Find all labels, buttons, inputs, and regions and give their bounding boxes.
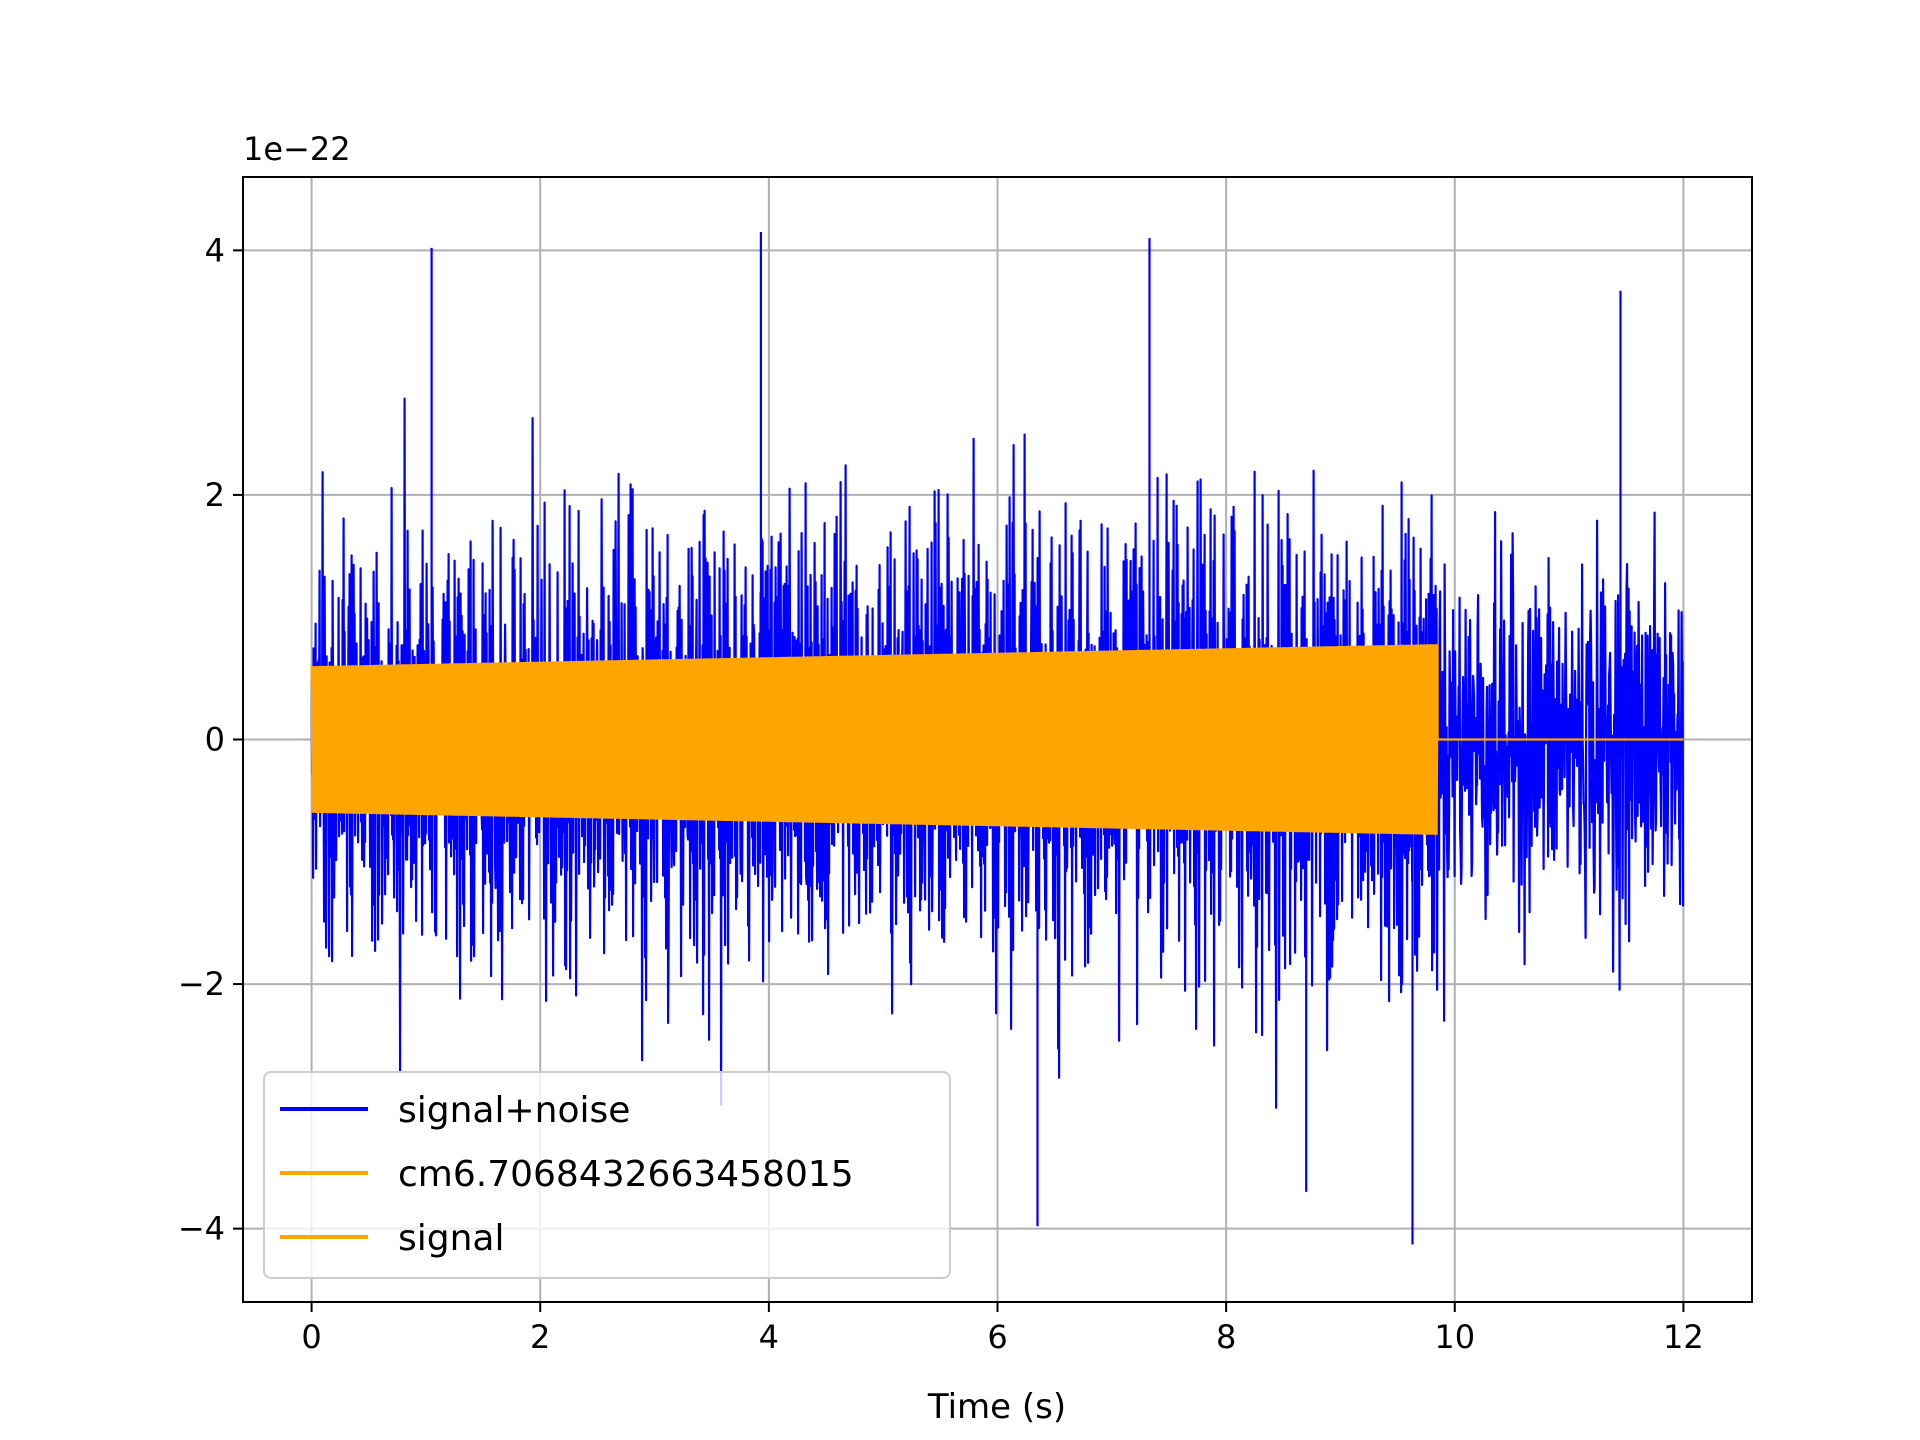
legend-box — [263, 1071, 951, 1279]
legend-label-signal: signal — [398, 1218, 505, 1259]
y-tick-label: −2 — [178, 965, 225, 1003]
y-tick-label: 0 — [205, 721, 225, 759]
x-axis-label: Time (s) — [927, 1387, 1066, 1427]
y-tick-label: −4 — [178, 1210, 225, 1248]
series-signal-line — [310, 644, 1684, 835]
x-tick-label: 10 — [1434, 1318, 1475, 1356]
axis-ticks: 0 2 4 6 8 10 12 −4 −2 0 2 4 — [178, 231, 1704, 1356]
x-tick-label: 12 — [1663, 1318, 1704, 1356]
x-tick-label: 2 — [530, 1318, 550, 1356]
y-tick-label: 2 — [205, 476, 225, 514]
y-offset-label: 1e−22 — [243, 130, 351, 168]
x-tick-label: 0 — [301, 1318, 321, 1356]
x-tick-label: 4 — [759, 1318, 779, 1356]
plot-area — [310, 232, 1685, 1245]
y-tick-label: 4 — [205, 231, 225, 269]
legend: signal+noise cm6.7068432663458015 signal — [263, 1071, 951, 1279]
legend-label-signal-noise: signal+noise — [398, 1090, 630, 1131]
legend-label-cm: cm6.7068432663458015 — [398, 1154, 854, 1195]
x-tick-label: 6 — [987, 1318, 1007, 1356]
x-tick-label: 8 — [1216, 1318, 1236, 1356]
